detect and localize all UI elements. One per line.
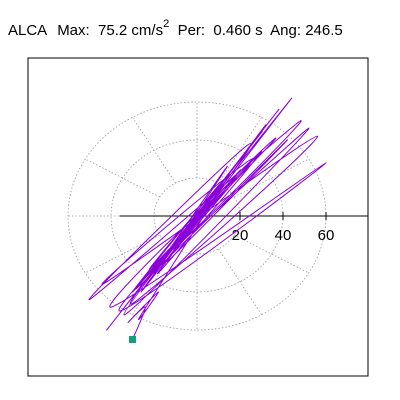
grid-spoke-60 (218, 117, 262, 184)
grid-spoke-240 (132, 248, 176, 315)
max-unit: cm/s (131, 22, 164, 39)
grid-spoke-30 (234, 158, 309, 198)
period-label: Per: (177, 22, 206, 39)
tick-label-40: 40 (275, 227, 292, 244)
station-code: ALCA (8, 22, 48, 39)
end-point-marker (129, 336, 136, 343)
tick-label-20: 20 (232, 227, 249, 244)
period-value: 0.460 s (213, 22, 263, 39)
motion-trace (88, 97, 327, 340)
tick-label-60: 60 (318, 227, 335, 244)
plot-frame (27, 57, 369, 377)
angle-value: 246.5 (305, 22, 343, 39)
chart-header: ALCA Max: 75.2 cm/s2 Per: 0.460 s Ang: 24… (8, 17, 343, 40)
grid-spoke-300 (218, 248, 262, 315)
grid-spoke-120 (132, 117, 176, 184)
max-unit-exponent: 2 (163, 18, 170, 30)
max-label: Max: (57, 22, 90, 39)
angle-label: Ang: (270, 22, 302, 39)
max-value: 75.2 (98, 22, 128, 39)
